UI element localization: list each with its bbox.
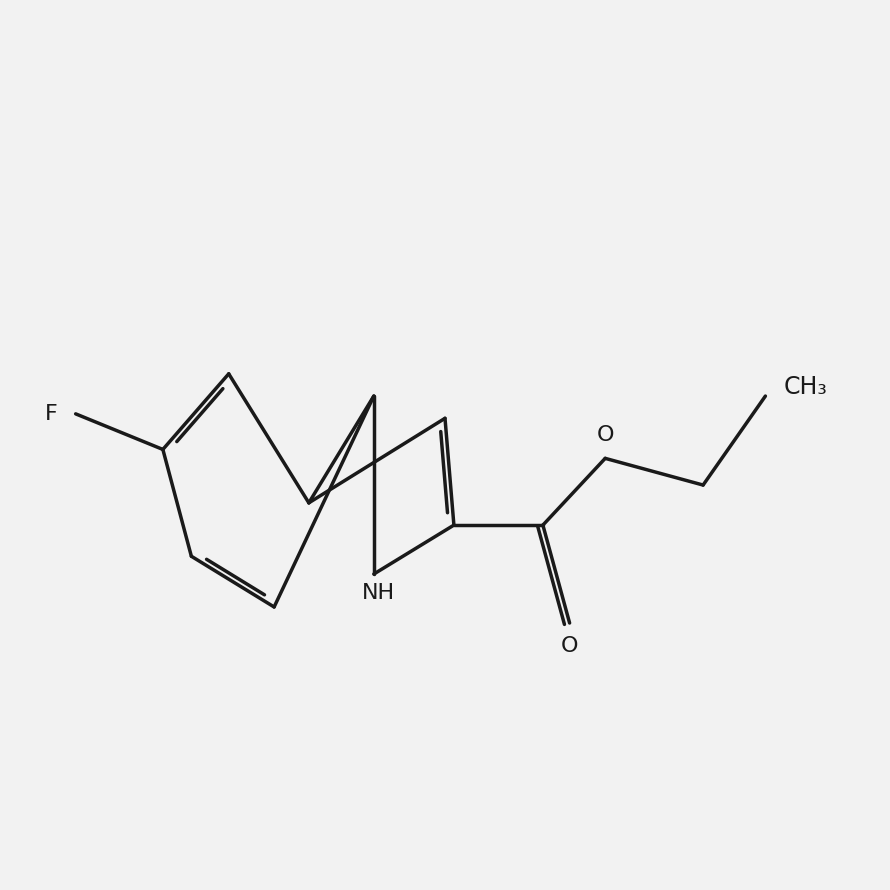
Text: CH₃: CH₃: [783, 376, 827, 399]
Text: NH: NH: [361, 583, 395, 603]
Text: O: O: [561, 636, 579, 656]
Text: F: F: [45, 404, 58, 424]
Text: O: O: [596, 425, 614, 445]
